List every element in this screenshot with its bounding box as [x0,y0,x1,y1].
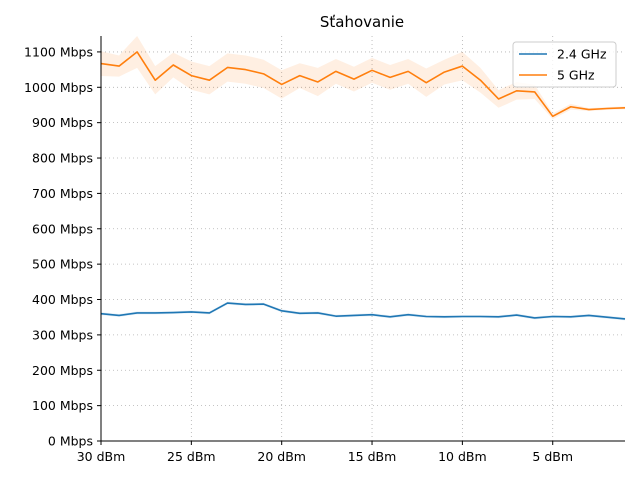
x-tick-label: 15 dBm [348,449,397,464]
y-tick-label: 700 Mbps [32,186,93,201]
x-tick-label: 20 dBm [257,449,306,464]
legend-label-2-4-ghz: 2.4 GHz [557,47,607,62]
y-tick-label: 0 Mbps [48,434,93,449]
y-tick-label: 600 Mbps [32,221,93,236]
y-tick-label: 500 Mbps [32,257,93,272]
band-5-ghz [101,36,625,120]
y-tick-label: 400 Mbps [32,292,93,307]
x-tick-label: 25 dBm [167,449,216,464]
x-tick-label: 10 dBm [438,449,487,464]
y-tick-label: 1000 Mbps [24,80,93,95]
y-tick-label: 200 Mbps [32,363,93,378]
chart-title: Sťahovanie [320,13,404,31]
confidence-bands [101,36,625,321]
legend: 2.4 GHz 5 GHz [512,41,617,88]
series-line-5-ghz [100,51,626,118]
series-lines [100,51,626,320]
y-tick-label: 300 Mbps [32,327,93,342]
grid-lines [100,36,625,442]
y-tick-label: 100 Mbps [32,398,93,413]
x-tick-label: 30 dBm [77,449,126,464]
axes [97,36,625,445]
y-tick-label: 1100 Mbps [24,44,93,59]
x-tick-label: 5 dBm [532,449,573,464]
y-tick-label: 900 Mbps [32,115,93,130]
x-tick-labels: 30 dBm 25 dBm 20 dBm 15 dBm 10 dBm 5 dBm [77,449,573,464]
band-2-4-ghz [101,301,625,321]
series-line-2-4-ghz [100,302,626,320]
y-tick-labels: 0 Mbps 100 Mbps 200 Mbps 300 Mbps 400 Mbps 50… [24,44,93,448]
y-tick-label: 800 Mbps [32,151,93,166]
legend-label-5-ghz: 5 GHz [557,68,595,83]
